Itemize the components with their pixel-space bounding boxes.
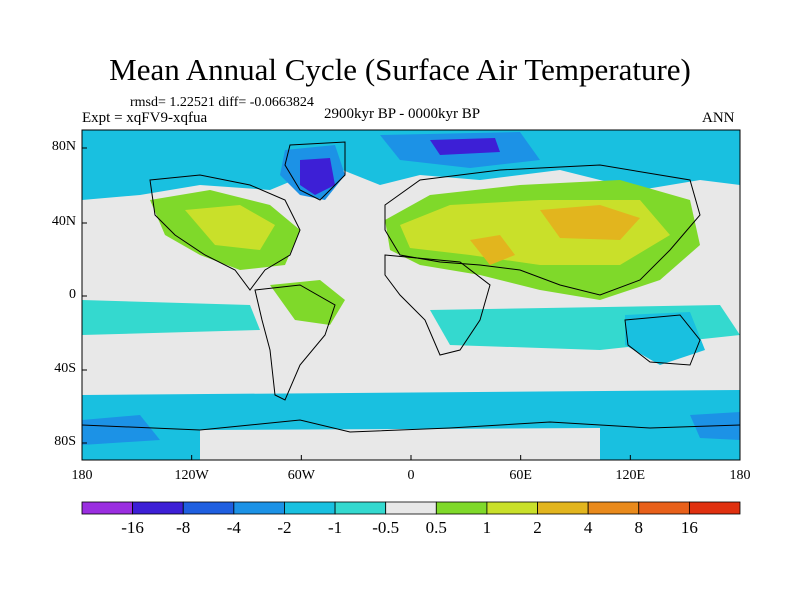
colorbar-swatch [385,501,437,515]
greenland-deep-cold [300,158,335,195]
lat-label: 80S [54,434,76,449]
tropical-pacific-cooling [82,300,260,335]
lat-label: 80N [51,139,76,154]
antarctic-neutral [200,428,600,460]
north-america-strong-warming [185,205,275,250]
colorbar-label: -8 [176,518,191,537]
colorbar-swatch [132,501,184,515]
arctic-deep-cold [430,138,500,155]
colorbar-label: -4 [226,518,241,537]
coastlines [82,141,740,433]
colorbar-swatch [233,501,285,515]
colorbar-swatch [334,501,387,515]
colorbar-label: -2 [277,518,292,537]
axis-ticks [81,147,741,460]
africa-coast [384,254,491,356]
lon-label: 120E [615,468,646,483]
middle-east-hotspot [470,235,515,265]
colorbar-swatch [435,501,488,515]
colorbar-swatch [638,501,690,515]
colorbar-swatch [587,501,640,515]
arctic-anomaly-band [82,130,740,200]
colorbar-label: 16 [680,518,698,537]
season-label: ANN [702,110,735,126]
south-america-warming [270,280,345,325]
lat-label: 0 [69,287,76,302]
lon-label: 0 [407,468,415,483]
antarctica-coast [82,419,740,433]
central-asia-hotspot [540,205,640,240]
lon-label: 180 [71,468,93,483]
experiment-label: Expt = xqFV9-xqfua [82,110,208,126]
australia-coast [624,314,701,366]
colorbar-swatch [81,501,134,515]
colorbar-swatch [486,501,538,515]
colorbar-label: 8 [634,518,644,537]
lat-label: 40N [51,214,76,229]
colorbar-label: 1 [482,518,492,537]
lon-label: 60E [509,468,532,483]
south-america-coast [254,284,336,401]
antarctic-cold-patch [82,415,160,445]
colorbar-label: -1 [327,518,343,537]
colorbar-label: 0.5 [425,518,447,537]
colorbar-label: 2 [533,518,542,537]
colorbar-swatch [688,501,741,515]
lon-label: 60W [287,468,315,483]
colorbar-swatch [182,501,235,515]
colorbar-label: -16 [121,518,144,537]
lon-label: 180 [729,468,751,483]
period-label: 2900kyr BP - 0000kyr BP [324,106,481,122]
plot-title: Mean Annual Cycle (Surface Air Temperatu… [109,52,691,87]
lon-label: 120W [174,468,209,483]
stats-label: rmsd= 1.22521 diff= -0.0663824 [130,95,314,110]
australia-cooling [625,312,705,365]
temperature-field [82,130,740,460]
colorbar-swatch [537,501,589,515]
colorbar-swatch [284,501,336,515]
colorbar [81,501,741,515]
greenland-coast [284,141,346,201]
colorbar-label: 4 [583,518,593,537]
colorbar-label: -0.5 [372,518,400,537]
lat-label: 40S [54,361,76,376]
north-america-coast [149,174,301,291]
